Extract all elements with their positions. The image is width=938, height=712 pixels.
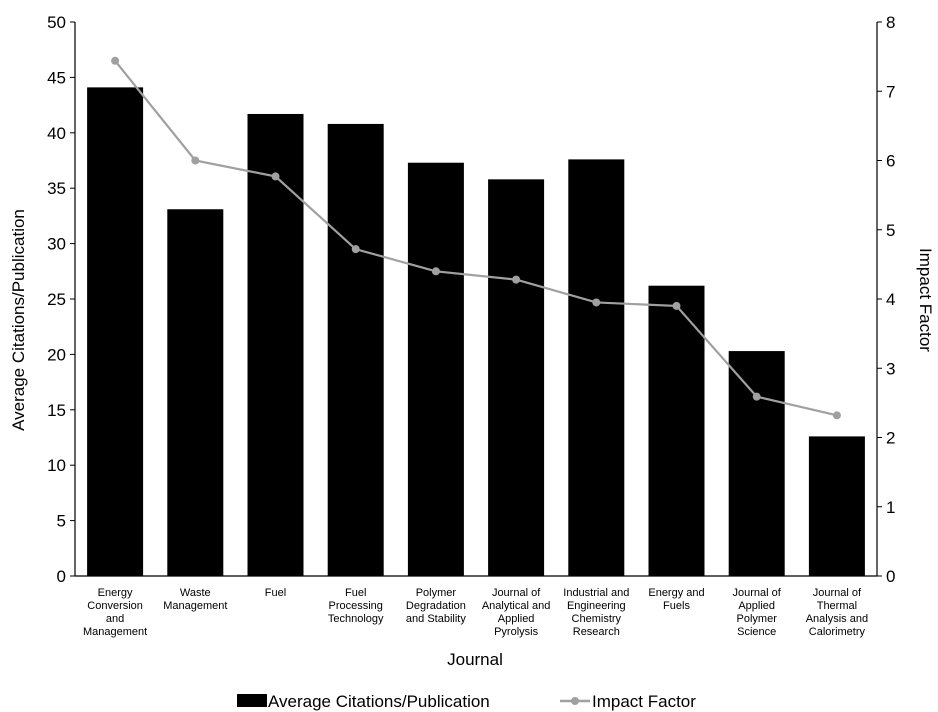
bar (808, 436, 865, 576)
bar (648, 285, 705, 576)
y-tick-label: 5 (57, 512, 66, 531)
legend-swatch-bars (237, 694, 267, 707)
line-point (512, 275, 521, 284)
category-label: Energy Conversion and Management (83, 587, 147, 638)
category-label: Waste Management (163, 587, 227, 612)
legend-label-bars: Average Citations/Publication (268, 692, 490, 711)
legend-label-line: Impact Factor (592, 692, 696, 711)
line-path (114, 60, 838, 417)
x-axis-title: Journal (447, 650, 503, 669)
y-tick-label: 50 (47, 13, 66, 32)
y2-tick-label: 5 (886, 221, 895, 240)
line-point (351, 245, 360, 254)
bar (167, 209, 224, 576)
line-point (592, 298, 601, 307)
y-tick-label: 15 (47, 401, 66, 420)
y2-tick-label: 2 (886, 429, 895, 448)
bar (568, 159, 625, 576)
line-point (752, 392, 761, 401)
legend-swatch-marker (571, 697, 579, 705)
category-label: Energy and Fuels (648, 587, 704, 612)
bar (407, 162, 464, 576)
y2-tick-label: 6 (886, 152, 895, 171)
legend: Average Citations/Publication Impact Fac… (237, 692, 696, 711)
y-axis-title: Average Citations/Publication (9, 209, 28, 431)
y-tick-label: 0 (57, 567, 66, 586)
y2-tick-label: 3 (886, 359, 895, 378)
y-tick-label: 10 (47, 456, 66, 475)
bar (327, 123, 384, 576)
impact-factor-line (111, 56, 841, 420)
line-point (191, 156, 200, 165)
line-point (672, 301, 681, 310)
y-tick-label: 30 (47, 235, 66, 254)
category-labels: Energy Conversion and Management Waste Manage… (83, 587, 868, 638)
category-label: Journal of Thermal Analysis and Calorimetry (806, 587, 868, 638)
bars (87, 87, 865, 577)
category-label: Polymer Degradation and Stability (406, 587, 466, 625)
line-point (832, 411, 841, 420)
bar (488, 179, 545, 576)
line-point (111, 56, 120, 65)
y2-tick-label: 8 (886, 13, 895, 32)
bar (728, 351, 785, 576)
bar (87, 87, 144, 576)
y-tick-label: 35 (47, 179, 66, 198)
bar (247, 113, 304, 577)
y2-tick-label: 7 (886, 82, 895, 101)
y-tick-label: 45 (47, 68, 66, 87)
category-label: Fuel (265, 587, 286, 599)
category-label: Journal of Applied Polymer Science (733, 587, 782, 638)
y-tick-label: 20 (47, 345, 66, 364)
y-tick-label: 25 (47, 290, 66, 309)
y2-tick-label: 0 (886, 567, 895, 586)
y2-tick-label: 4 (886, 290, 895, 309)
y2-axis-title: Impact Factor (916, 248, 935, 352)
y2-tick-label: 1 (886, 498, 895, 517)
line-point (431, 267, 440, 276)
line-point (271, 172, 280, 181)
category-label: Journal of Analytical and Applied Pyrolysis (482, 587, 551, 638)
y-tick-label: 40 (47, 124, 66, 143)
category-label: Fuel Processing Technology (328, 587, 384, 625)
category-label: Industrial and Engineering Chemistry Resear… (563, 587, 629, 638)
